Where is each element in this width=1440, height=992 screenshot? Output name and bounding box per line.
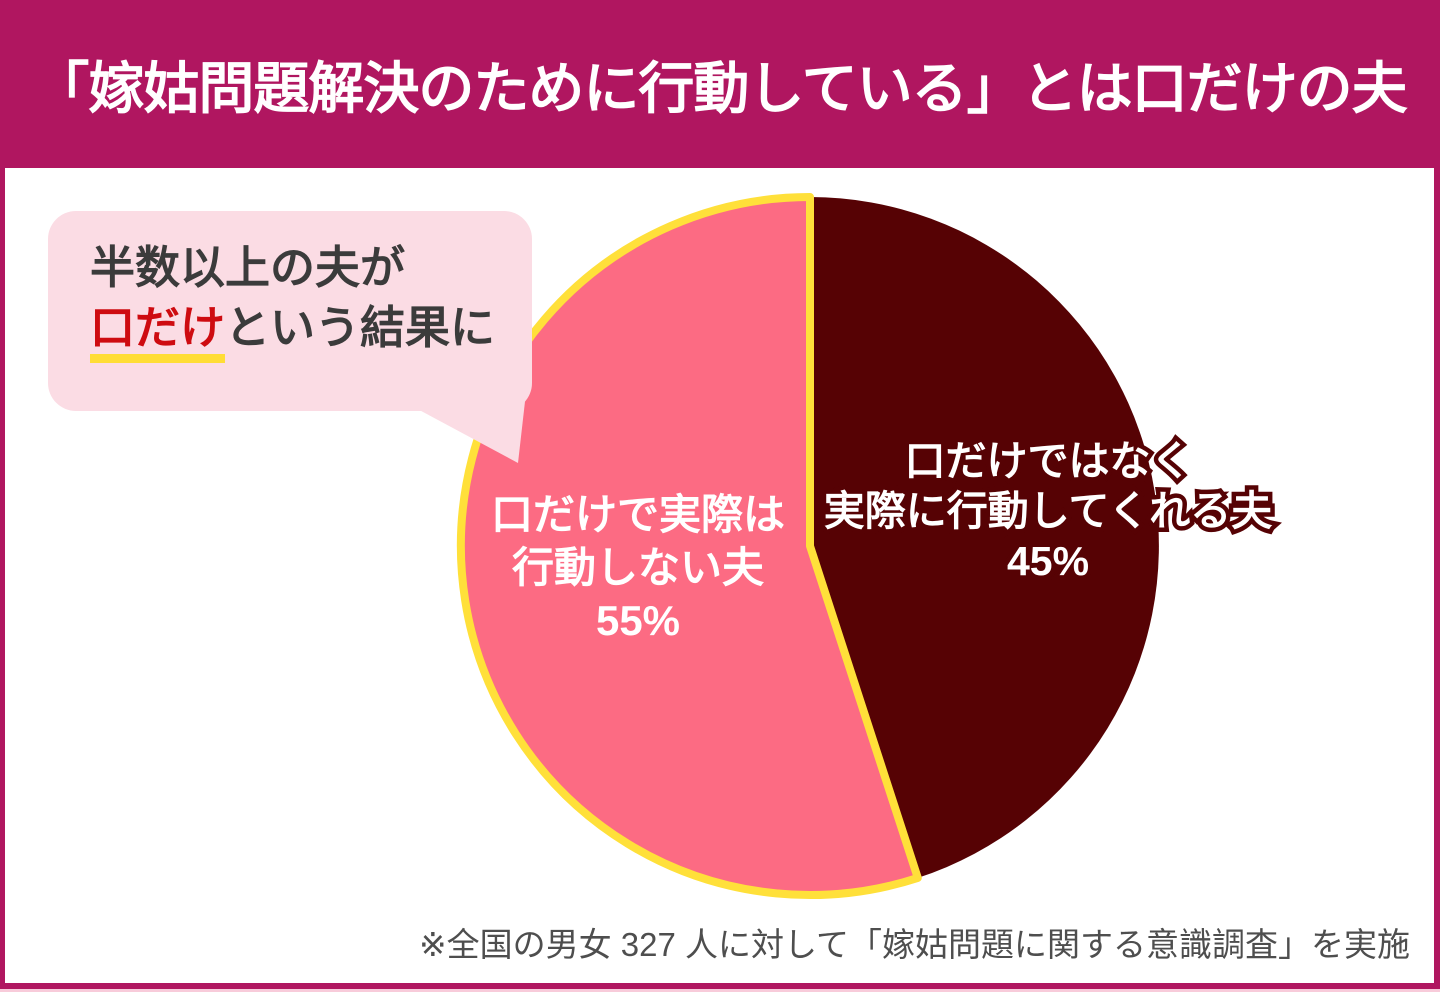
dark-slice-label-outline: 口だけではなく 実際に行動してくれる夫 45% — [819, 434, 1277, 589]
pink-slice-label-line2: 行動しない夫 — [511, 544, 764, 591]
dark-slice-label-line1: 口だけではなく — [904, 438, 1192, 484]
callout-line1: 半数以上の夫が — [90, 242, 406, 293]
speech-bubble-text: 半数以上の夫が 口だけという結果に — [90, 238, 495, 363]
survey-note: ※全国の男女 327 人に対して「嫁姑問題に関する意識調査」を実施 — [418, 926, 1410, 963]
title-banner: 「嫁姑問題解決のために行動している」とは口だけの夫 — [0, 0, 1440, 168]
callout-highlight: 口だけ — [90, 303, 226, 363]
pink-slice-value: 55% — [595, 597, 681, 644]
pie-slice-dark-45 — [810, 197, 1159, 878]
pie-slice-pink-55 — [456, 193, 922, 899]
dark-slice-label-line2: 実際に行動してくれる夫 — [823, 488, 1273, 534]
dark-slice-label: 口だけではなく 実際に行動してくれる夫 45% 口だけではなく 実際に行動してく… — [768, 434, 1328, 589]
dark-slice-value: 45% — [1006, 538, 1090, 584]
dark-slice-label-text: 口だけではなく 実際に行動してくれる夫 45% — [768, 436, 1328, 586]
speech-bubble — [48, 211, 532, 411]
page-title: 「嫁姑問題解決のために行動している」とは口だけの夫 — [33, 56, 1407, 120]
callout-line2-rest: という結果に — [225, 302, 496, 353]
callout-line2: 口だけという結果に — [90, 298, 495, 363]
bottom-edge-strip — [0, 989, 1440, 992]
pink-slice-label-line1: 口だけで実際は — [490, 491, 785, 538]
pink-slice-label: 口だけで実際は 行動しない夫 55% — [398, 488, 878, 647]
